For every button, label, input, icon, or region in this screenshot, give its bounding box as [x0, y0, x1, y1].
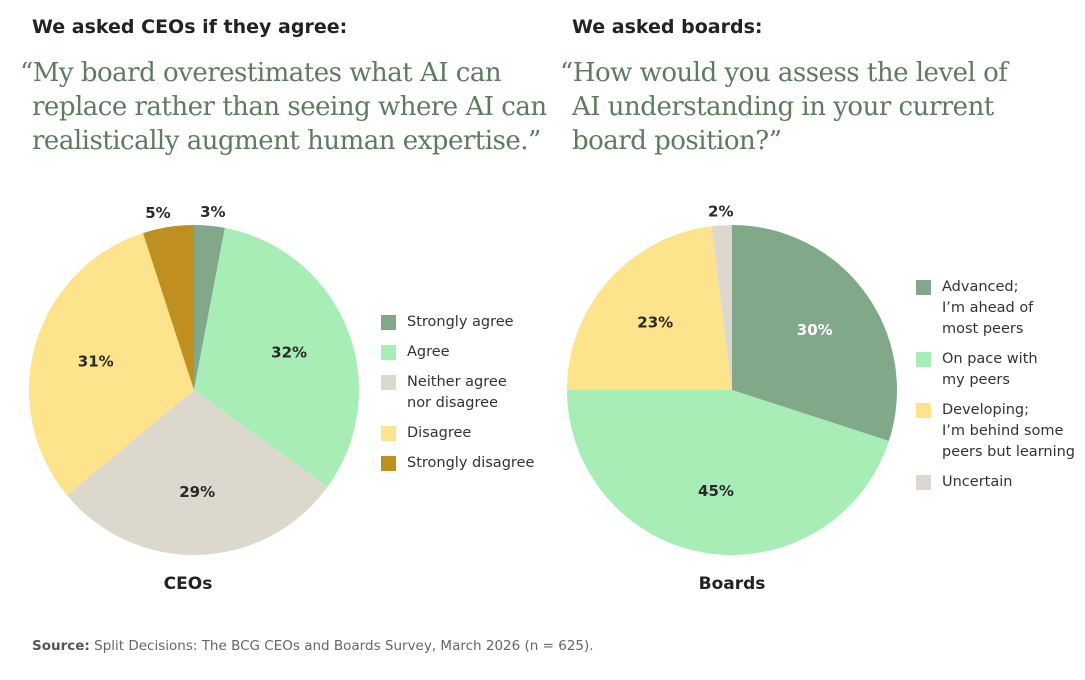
pie-slice-label: 30% [797, 321, 833, 339]
ceo-legend: Strongly agree Agree Neither agree nor disa… [381, 312, 534, 483]
pie-slice-label: 29% [179, 483, 215, 501]
legend-swatch [916, 352, 931, 367]
legend-swatch [381, 315, 396, 330]
legend-label-line: I’m behind some [942, 423, 1064, 439]
pie-slice-label: 2% [708, 202, 733, 220]
legend-label-line: most peers [942, 321, 1024, 337]
boards-pie-chart: 30% 45% 23% 2% [567, 202, 897, 555]
legend-swatch [381, 426, 396, 441]
pie-slice-label: 32% [271, 343, 307, 361]
boards-legend: Advanced; I’m ahead of most peers On pace w… [916, 277, 1075, 502]
legend-label-line: peers but learning [942, 444, 1076, 460]
pie-slice [194, 227, 359, 487]
legend-label: Neither agree nor disagree [407, 372, 534, 414]
boards-chart-caption: Boards [698, 574, 766, 594]
boards-heading: We asked boards: [572, 16, 763, 38]
legend-item: Uncertain [916, 472, 1075, 493]
source-text: Split Decisions: The BCG CEOs and Boards… [89, 638, 594, 654]
source-label: Source: [32, 638, 90, 654]
legend-label: Strongly agree [407, 312, 534, 333]
legend-label-line: Developing; [942, 402, 1029, 418]
pie-slice-label: 5% [145, 204, 170, 222]
legend-label-line: Agree [407, 344, 450, 360]
legend-label-line: Neither agree [407, 374, 507, 390]
boards-quote-line: board position?” [572, 126, 782, 156]
legend-label-line: nor disagree [407, 395, 498, 411]
legend-item: Strongly agree [381, 312, 534, 333]
legend-label-line: Advanced; [942, 279, 1019, 295]
pie-slice [567, 226, 732, 390]
legend-swatch [381, 456, 396, 471]
legend-item: Developing; I’m behind some peers but lear… [916, 400, 1075, 463]
pie-slice-label: 31% [78, 352, 114, 370]
legend-label-line: Disagree [407, 425, 472, 441]
pie-slice [66, 390, 328, 555]
pie-slice-label: 45% [698, 482, 734, 500]
legend-label: Agree [407, 342, 534, 363]
boards-quote: “How would you assess the level of AI un… [560, 56, 1008, 158]
legend-label-line: I’m ahead of [942, 300, 1034, 316]
legend-label: Strongly disagree [407, 453, 534, 474]
legend-swatch [916, 403, 931, 418]
legend-swatch [381, 345, 396, 360]
pie-slice-label: 3% [200, 203, 225, 221]
legend-label: Developing; I’m behind some peers but lear… [942, 400, 1075, 463]
legend-label: Disagree [407, 423, 534, 444]
legend-item: On pace with my peers [916, 349, 1075, 391]
legend-item: Agree [381, 342, 534, 363]
legend-item: Advanced; I’m ahead of most peers [916, 277, 1075, 340]
ceo-quote-line: replace rather than seeing where AI can [32, 92, 547, 122]
legend-swatch [916, 280, 931, 295]
legend-swatch [916, 475, 931, 490]
legend-item: Neither agree nor disagree [381, 372, 534, 414]
legend-label-line: my peers [942, 372, 1010, 388]
source-note: Source: Split Decisions: The BCG CEOs an… [32, 638, 594, 654]
legend-label-line: Uncertain [942, 474, 1013, 490]
ceo-pie-chart: 3% 32% 29% 31% 5% [28, 203, 359, 555]
legend-label-line: Strongly agree [407, 314, 514, 330]
pie-slice [28, 233, 194, 496]
ceo-heading: We asked CEOs if they agree: [32, 16, 348, 38]
ceo-quote-line: realistically augment human expertise.” [32, 126, 541, 156]
ceo-chart-caption: CEOs [163, 574, 213, 594]
pie-slice [567, 390, 889, 555]
legend-swatch [381, 375, 396, 390]
pie-slice [711, 225, 732, 390]
legend-item: Strongly disagree [381, 453, 534, 474]
ceo-quote-line: “My board overestimates what AI can [20, 58, 502, 88]
boards-quote-line: AI understanding in your current [572, 92, 994, 122]
boards-quote-line: “How would you assess the level of [560, 58, 1008, 88]
legend-label: On pace with my peers [942, 349, 1075, 391]
pie-slice [143, 225, 194, 390]
pie-slice-label: 23% [637, 313, 673, 331]
ceo-quote: “My board overestimates what AI can repl… [20, 56, 547, 158]
pie-slice [194, 225, 225, 390]
legend-label-line: Strongly disagree [407, 455, 535, 471]
legend-label: Advanced; I’m ahead of most peers [942, 277, 1075, 340]
legend-label: Uncertain [942, 472, 1075, 493]
legend-label-line: On pace with [942, 351, 1038, 367]
legend-item: Disagree [381, 423, 534, 444]
pie-slice [732, 225, 897, 441]
